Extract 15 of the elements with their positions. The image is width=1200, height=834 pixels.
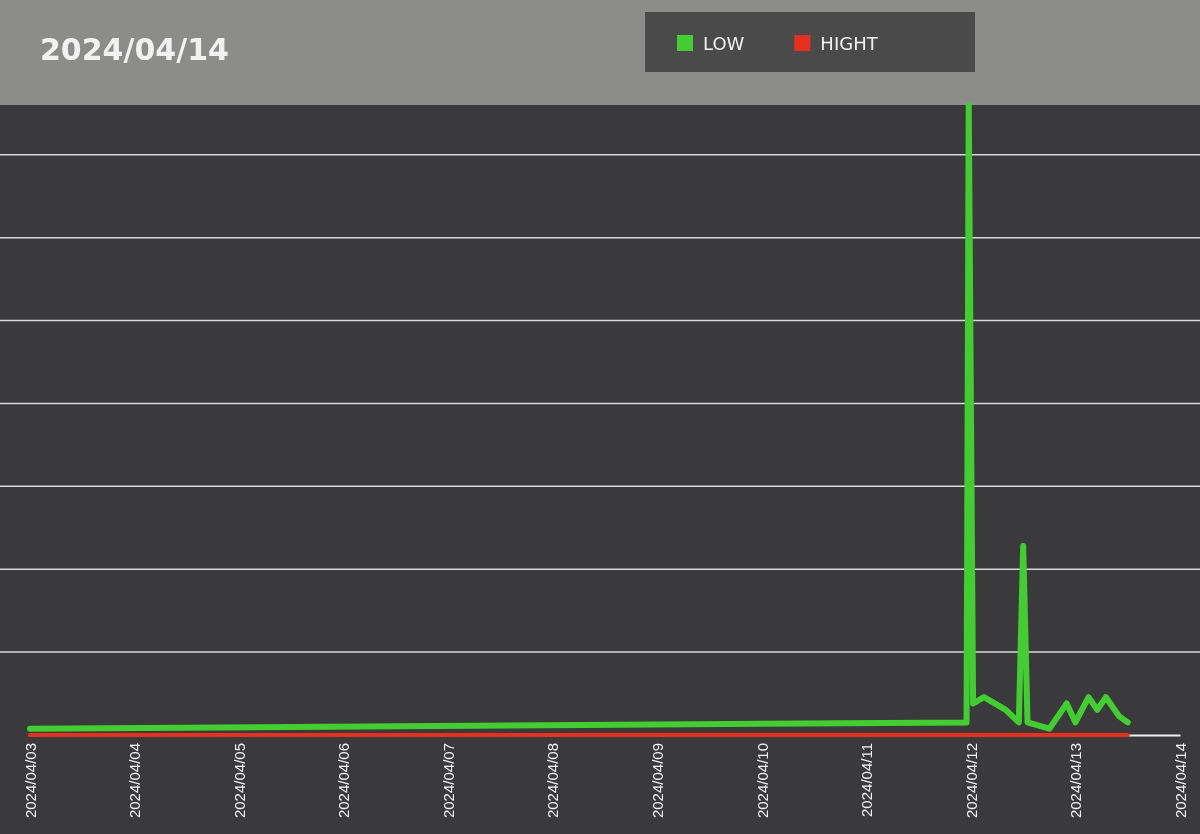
x-tick-label: 2024/04/08 — [544, 743, 562, 819]
legend-label: LOW — [703, 33, 745, 54]
x-tick-label: 2024/04/05 — [230, 743, 248, 819]
x-tick-label: 2024/04/09 — [649, 743, 667, 819]
x-tick-label: 2024/04/06 — [335, 743, 353, 819]
x-tick-label: 2024/04/04 — [126, 743, 144, 819]
x-tick-label: 2024/04/14 — [1171, 743, 1189, 819]
x-tick-label: 2024/04/11 — [858, 743, 876, 817]
x-tick-label: 2024/04/12 — [962, 743, 980, 819]
x-tick-label: 2024/04/10 — [753, 743, 771, 819]
x-tick-label: 2024/04/13 — [1067, 743, 1085, 819]
x-tick-label: 2024/04/03 — [21, 743, 39, 819]
x-tick-label: 2024/04/07 — [439, 743, 457, 819]
legend-label: HIGHT — [820, 33, 879, 54]
chart-title: 2024/04/14 — [40, 32, 229, 67]
